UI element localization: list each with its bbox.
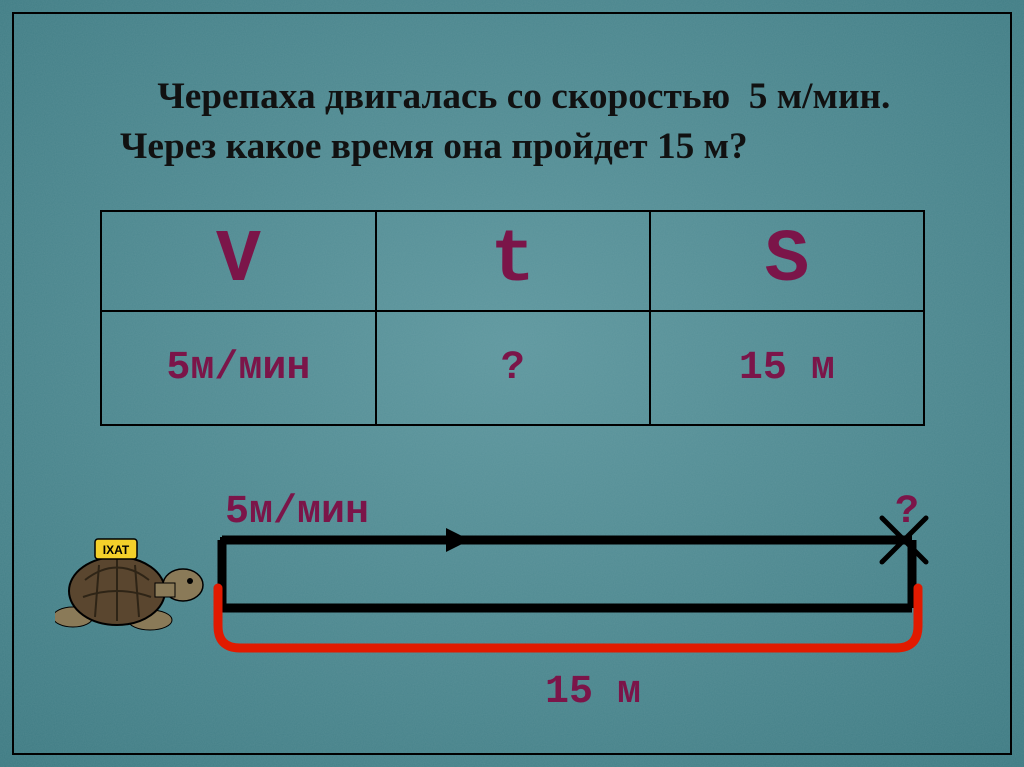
table-values-row: 5м/мин ? 15 м (101, 311, 924, 425)
turtle-icon: IXAT (55, 525, 215, 635)
header-t: t (376, 211, 650, 311)
value-s: 15 м (650, 311, 924, 425)
value-t: ? (376, 311, 650, 425)
diagram-unknown-label: ? (895, 490, 919, 535)
diagram-distance-label: 15 м (545, 670, 641, 715)
vts-table: V t S 5м/мин ? 15 м (100, 210, 925, 426)
header-s: S (650, 211, 924, 311)
problem-statement: Черепаха двигалась со скоростью 5 м/мин.… (120, 72, 934, 173)
diagram-speed-label: 5м/мин (225, 490, 369, 535)
svg-text:IXAT: IXAT (103, 543, 130, 557)
header-v: V (101, 211, 376, 311)
problem-line-2: Через какое время она пройдет 15 м? (120, 122, 934, 172)
value-v: 5м/мин (101, 311, 376, 425)
problem-line-1: Черепаха двигалась со скоростью 5 м/мин. (120, 72, 934, 122)
table-header-row: V t S (101, 211, 924, 311)
